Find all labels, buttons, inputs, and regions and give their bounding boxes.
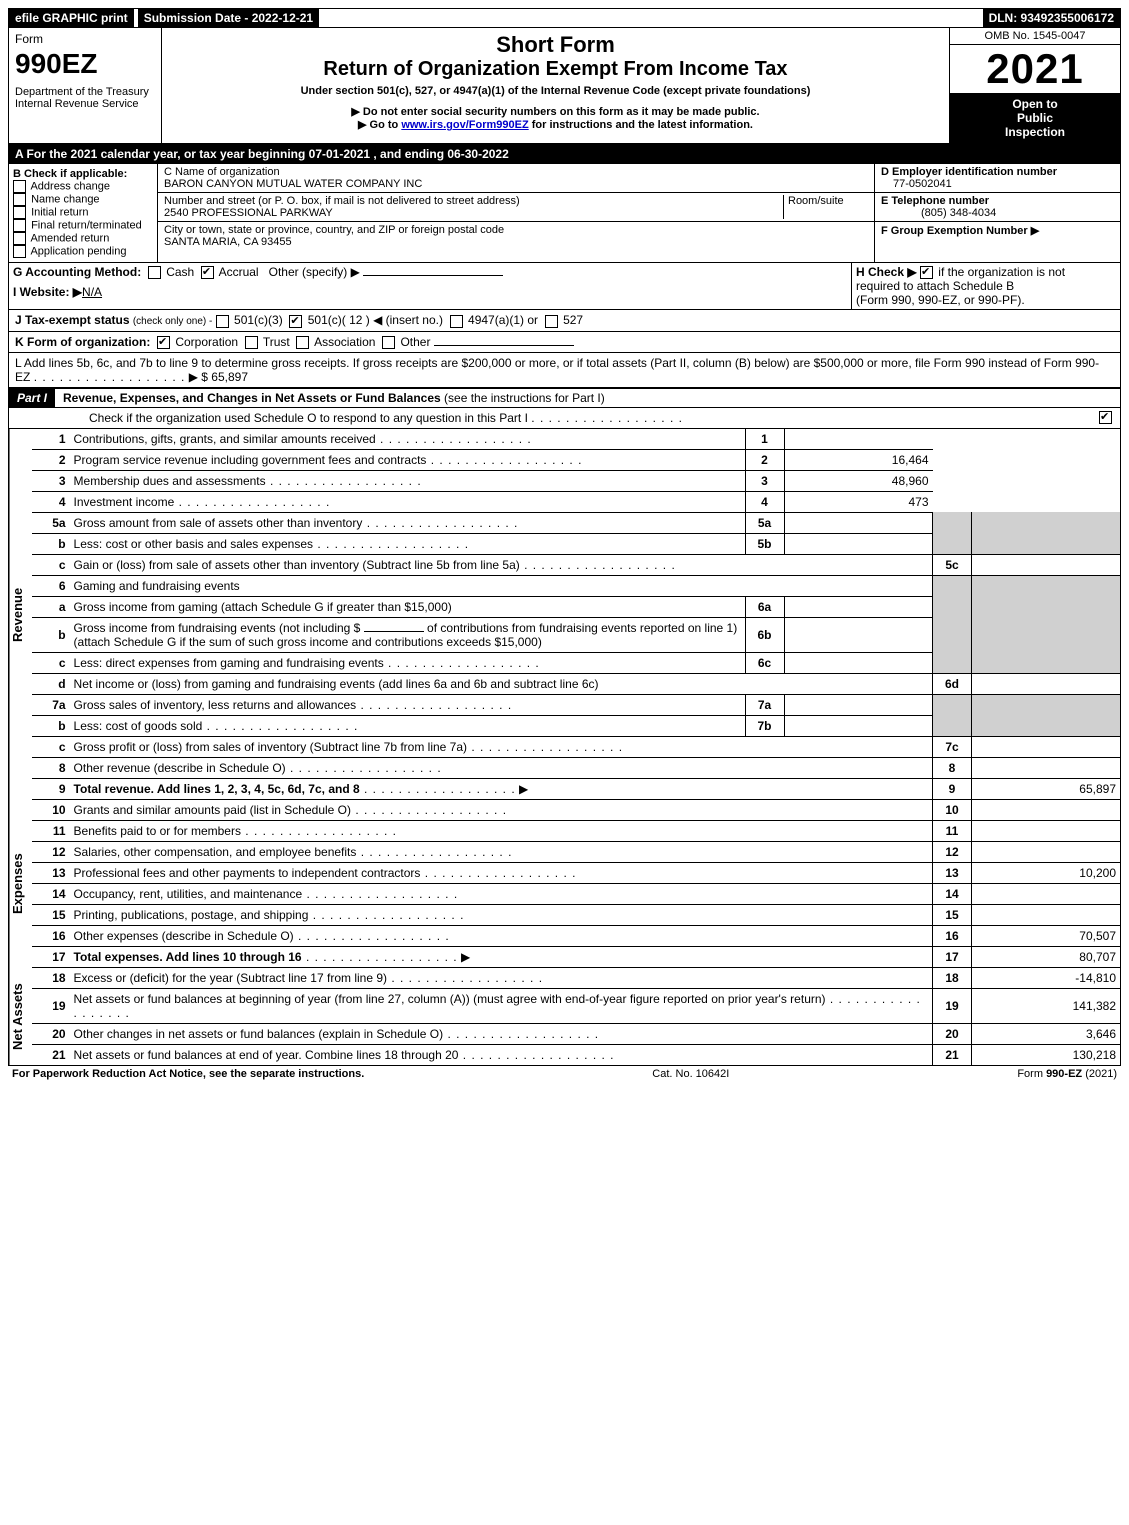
revenue-section: Revenue 1Contributions, gifts, grants, a… — [8, 429, 1121, 800]
room-suite: Room/suite — [784, 195, 868, 219]
amt-line19: 141,382 — [972, 988, 1121, 1023]
note-goto: ▶ Go to www.irs.gov/Form990EZ for instru… — [168, 118, 943, 131]
org-name: BARON CANYON MUTUAL WATER COMPANY INC — [164, 178, 422, 190]
checkbox-name-change[interactable] — [13, 193, 26, 206]
g-label: G Accounting Method: — [13, 265, 141, 279]
section-a: A For the 2021 calendar year, or tax yea… — [8, 144, 1121, 164]
checkbox-application-pending[interactable] — [13, 245, 26, 258]
amt-line3: 48,960 — [784, 470, 933, 491]
note-ssn: ▶ Do not enter social security numbers o… — [168, 105, 943, 118]
gross-receipts: ▶ $ 65,897 — [189, 370, 248, 384]
c-addr-label: Number and street (or P. O. box, if mail… — [164, 195, 520, 207]
checkbox-501c[interactable] — [289, 315, 302, 328]
row-l: L Add lines 5b, 6c, and 7b to line 9 to … — [8, 353, 1121, 388]
section-c: C Name of organization BARON CANYON MUTU… — [158, 164, 875, 262]
efile-print-button[interactable]: efile GRAPHIC print — [9, 9, 134, 27]
omb-number: OMB No. 1545-0047 — [950, 28, 1120, 45]
checkbox-corporation[interactable] — [157, 336, 170, 349]
section-d-e-f: D Employer identification number 77-0502… — [875, 164, 1120, 262]
expenses-section: Expenses 10Grants and similar amounts pa… — [8, 800, 1121, 968]
c-name-label: C Name of organization — [164, 166, 280, 178]
dln: DLN: 93492355006172 — [983, 9, 1120, 27]
row-k: K Form of organization: Corporation Trus… — [8, 332, 1121, 353]
f-label: F Group Exemption Number ▶ — [881, 225, 1039, 237]
amt-line9: 65,897 — [972, 778, 1121, 799]
section-b: B Check if applicable: Address change Na… — [9, 164, 158, 262]
amt-line2: 16,464 — [784, 449, 933, 470]
checkbox-4947[interactable] — [450, 315, 463, 328]
checkbox-address-change[interactable] — [13, 180, 26, 193]
checkbox-accrual[interactable] — [201, 266, 214, 279]
e-label: E Telephone number — [881, 195, 989, 207]
amt-line4: 473 — [784, 491, 933, 512]
irs-label: Internal Revenue Service — [15, 98, 155, 110]
ein: 77-0502041 — [881, 178, 952, 190]
title-short-form: Short Form — [168, 32, 943, 58]
checkbox-initial-return[interactable] — [13, 206, 26, 219]
side-net-assets: Net Assets — [9, 968, 32, 1065]
checkbox-501c3[interactable] — [216, 315, 229, 328]
side-revenue: Revenue — [9, 429, 32, 800]
checkbox-sched-b[interactable] — [920, 266, 933, 279]
footer-cat: Cat. No. 10642I — [652, 1068, 729, 1080]
amt-line13: 10,200 — [972, 862, 1121, 883]
checkbox-schedule-o[interactable] — [1099, 411, 1112, 424]
org-address: 2540 PROFESSIONAL PARKWAY — [164, 207, 333, 219]
side-expenses: Expenses — [9, 800, 32, 968]
irs-link[interactable]: www.irs.gov/Form990EZ — [401, 119, 528, 131]
d-label: D Employer identification number — [881, 166, 1057, 178]
c-city-label: City or town, state or province, country… — [164, 224, 504, 236]
checkbox-other-org[interactable] — [382, 336, 395, 349]
net-assets-section: Net Assets 18Excess or (deficit) for the… — [8, 968, 1121, 1066]
amt-line20: 3,646 — [972, 1023, 1121, 1044]
row-j: J Tax-exempt status (check only one) - 5… — [8, 310, 1121, 331]
amt-line17: 80,707 — [972, 946, 1121, 967]
org-city: SANTA MARIA, CA 93455 — [164, 236, 292, 248]
i-label: I Website: ▶ — [13, 285, 82, 299]
form-word: Form — [15, 32, 155, 46]
checkbox-final-return[interactable] — [13, 219, 26, 232]
open-to-public: Open to Public Inspection — [950, 93, 1120, 143]
website: N/A — [82, 285, 102, 299]
phone: (805) 348-4034 — [881, 207, 996, 219]
amt-line21: 130,218 — [972, 1044, 1121, 1065]
part1-header: Part I Revenue, Expenses, and Changes in… — [8, 388, 1121, 408]
page-footer: For Paperwork Reduction Act Notice, see … — [8, 1066, 1121, 1082]
form-header: Form 990EZ Department of the Treasury In… — [8, 28, 1121, 144]
footer-left: For Paperwork Reduction Act Notice, see … — [12, 1068, 364, 1080]
submission-date: Submission Date - 2022-12-21 — [134, 9, 319, 27]
h-label: H Check ▶ — [856, 265, 917, 279]
title-return: Return of Organization Exempt From Incom… — [168, 58, 943, 81]
top-bar: efile GRAPHIC print Submission Date - 20… — [8, 8, 1121, 28]
footer-right: Form 990-EZ (2021) — [1017, 1068, 1117, 1080]
part1-check-line: Check if the organization used Schedule … — [8, 408, 1121, 429]
dept-treasury: Department of the Treasury — [15, 86, 155, 98]
checkbox-association[interactable] — [296, 336, 309, 349]
row-g-h: G Accounting Method: Cash Accrual Other … — [8, 263, 1121, 310]
checkbox-trust[interactable] — [245, 336, 258, 349]
checkbox-amended-return[interactable] — [13, 232, 26, 245]
tax-year: 2021 — [950, 45, 1120, 93]
form-number: 990EZ — [15, 48, 155, 80]
amt-line16: 70,507 — [972, 925, 1121, 946]
checkbox-527[interactable] — [545, 315, 558, 328]
checkbox-cash[interactable] — [148, 266, 161, 279]
org-info-box: B Check if applicable: Address change Na… — [8, 164, 1121, 263]
subtitle: Under section 501(c), 527, or 4947(a)(1)… — [168, 85, 943, 97]
amt-line18: -14,810 — [972, 968, 1121, 989]
